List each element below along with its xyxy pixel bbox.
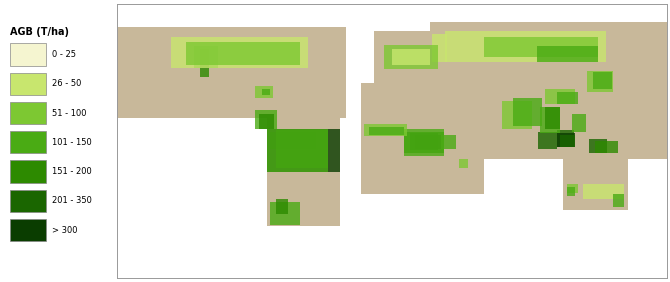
Polygon shape: [567, 184, 578, 193]
Polygon shape: [255, 86, 273, 98]
Polygon shape: [117, 27, 346, 118]
Polygon shape: [545, 89, 575, 104]
FancyBboxPatch shape: [10, 160, 46, 183]
Polygon shape: [441, 135, 456, 149]
Polygon shape: [194, 46, 218, 68]
Polygon shape: [364, 124, 407, 136]
FancyBboxPatch shape: [10, 131, 46, 153]
Polygon shape: [431, 34, 447, 62]
FancyBboxPatch shape: [10, 102, 46, 124]
Polygon shape: [572, 114, 586, 132]
Polygon shape: [595, 141, 618, 153]
Text: 101 - 150: 101 - 150: [52, 138, 92, 147]
Polygon shape: [563, 156, 628, 210]
Polygon shape: [410, 133, 438, 150]
FancyBboxPatch shape: [10, 72, 46, 95]
Polygon shape: [540, 107, 560, 133]
Polygon shape: [583, 184, 624, 199]
Polygon shape: [613, 194, 624, 207]
Polygon shape: [459, 159, 468, 168]
FancyBboxPatch shape: [10, 219, 46, 241]
Polygon shape: [545, 107, 560, 129]
Polygon shape: [267, 118, 340, 226]
Polygon shape: [567, 187, 575, 196]
Polygon shape: [588, 71, 613, 92]
Polygon shape: [255, 111, 277, 129]
Text: 26 - 50: 26 - 50: [52, 79, 82, 88]
Polygon shape: [267, 129, 340, 171]
Polygon shape: [374, 31, 461, 88]
Polygon shape: [560, 135, 575, 147]
Polygon shape: [276, 130, 328, 168]
Polygon shape: [502, 101, 533, 129]
Polygon shape: [537, 46, 598, 62]
Polygon shape: [539, 132, 557, 149]
Polygon shape: [392, 49, 430, 65]
Polygon shape: [270, 202, 300, 225]
Polygon shape: [415, 135, 441, 149]
Polygon shape: [186, 42, 300, 65]
Polygon shape: [557, 130, 574, 147]
Polygon shape: [262, 89, 270, 95]
Polygon shape: [404, 129, 444, 156]
Text: AGB (T/ha): AGB (T/ha): [10, 27, 69, 37]
Text: > 300: > 300: [52, 226, 78, 235]
Polygon shape: [259, 114, 275, 129]
Polygon shape: [369, 127, 404, 135]
Text: 151 - 200: 151 - 200: [52, 167, 92, 176]
Polygon shape: [594, 72, 612, 89]
Polygon shape: [430, 22, 667, 159]
Polygon shape: [589, 140, 607, 153]
Polygon shape: [361, 83, 484, 194]
Polygon shape: [270, 132, 316, 149]
Polygon shape: [171, 37, 308, 68]
Polygon shape: [200, 49, 209, 77]
Polygon shape: [404, 132, 444, 153]
Polygon shape: [446, 31, 606, 62]
Polygon shape: [276, 199, 288, 214]
Polygon shape: [484, 37, 598, 57]
Polygon shape: [557, 133, 575, 147]
Polygon shape: [267, 129, 328, 171]
Polygon shape: [385, 45, 438, 69]
Polygon shape: [557, 92, 578, 104]
FancyBboxPatch shape: [10, 190, 46, 212]
FancyBboxPatch shape: [10, 43, 46, 66]
Text: 51 - 100: 51 - 100: [52, 109, 86, 118]
Polygon shape: [513, 98, 541, 126]
Text: 0 - 25: 0 - 25: [52, 50, 76, 59]
Text: 201 - 350: 201 - 350: [52, 196, 92, 205]
